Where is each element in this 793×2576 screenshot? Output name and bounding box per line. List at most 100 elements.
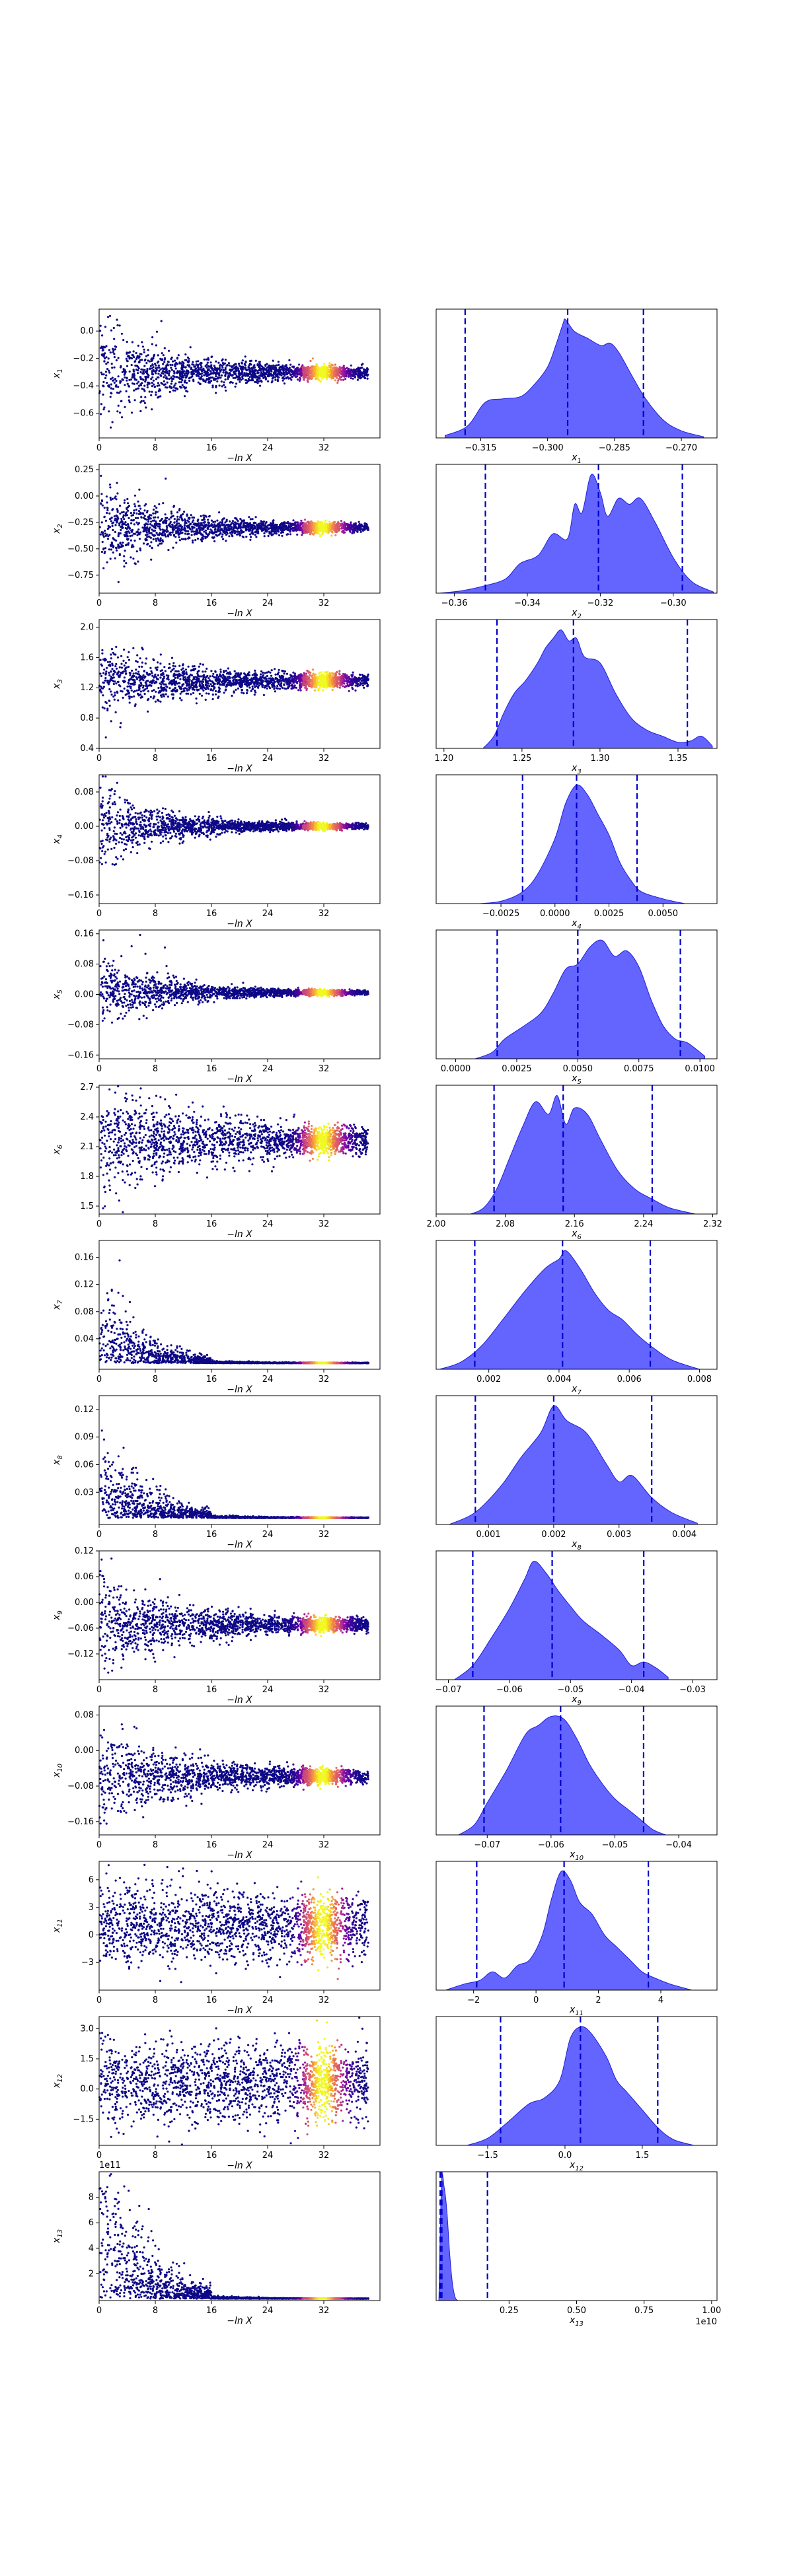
scatter-point (126, 365, 129, 367)
scatter-point (116, 656, 119, 659)
scatter-point (153, 370, 155, 373)
x-tick-label: 8 (153, 598, 158, 608)
scatter-point (214, 524, 217, 527)
scatter-point (172, 515, 174, 517)
scatter-point (191, 526, 194, 528)
scatter-point (134, 517, 137, 520)
scatter-point (239, 380, 241, 383)
scatter-point (359, 367, 362, 369)
scatter-point (162, 693, 165, 696)
scatter-point (114, 348, 116, 351)
scatter-point (157, 396, 159, 399)
scatter-point (158, 503, 161, 506)
scatter-point (176, 376, 179, 378)
scatter-point (124, 376, 126, 379)
scatter-point (174, 665, 176, 668)
scatter-point (205, 532, 208, 534)
x-tick-label: −0.36 (441, 598, 468, 608)
scatter-point (182, 370, 186, 373)
scatter-point (233, 366, 236, 369)
scatter-point (340, 520, 343, 522)
scatter-point (146, 368, 149, 371)
scatter-point (245, 360, 247, 363)
scatter-point (170, 386, 172, 390)
scatter-point (120, 400, 123, 402)
scatter-point (301, 366, 305, 369)
scatter-point (165, 366, 167, 369)
scatter-point (110, 720, 112, 723)
scatter-point (106, 382, 108, 384)
scatter-point (139, 690, 142, 693)
scatter-point (298, 526, 301, 528)
scatter-point (359, 530, 362, 533)
scatter-point (165, 517, 168, 519)
scatter-point (297, 363, 301, 366)
scatter-point (100, 474, 102, 478)
scatter-point (133, 562, 136, 565)
scatter-point (358, 673, 361, 676)
scatter-point (105, 363, 108, 365)
scatter-point (364, 376, 367, 380)
scatter-point (200, 522, 202, 525)
scatter-point (139, 401, 142, 404)
scatter-point (147, 517, 150, 520)
scatter-point (103, 360, 106, 363)
scatter-point (135, 550, 138, 553)
scatter-point (210, 670, 213, 672)
scatter-point (303, 370, 305, 373)
scatter-point (334, 375, 337, 378)
scatter-point (101, 334, 104, 337)
scatter-point (181, 384, 184, 386)
scatter-point (172, 534, 175, 537)
scatter-point (108, 410, 110, 413)
scatter-point (172, 526, 174, 529)
scatter-point (172, 375, 174, 377)
scatter-point (184, 366, 187, 369)
scatter-point (161, 517, 163, 520)
scatter-point (309, 372, 311, 375)
x-tick-label: −0.300 (532, 443, 564, 453)
scatter-point (338, 367, 340, 371)
scatter-point (135, 509, 137, 511)
scatter-point (109, 496, 112, 499)
scatter-point (130, 539, 132, 542)
scatter-point (184, 373, 186, 375)
scatter-point (201, 372, 204, 375)
scatter-point (106, 361, 109, 364)
scatter-point (146, 527, 149, 530)
scatter-point (340, 372, 343, 375)
scatter-point (254, 531, 256, 534)
scatter-point (153, 534, 155, 537)
scatter-point (176, 357, 178, 360)
scatter-point (159, 542, 161, 545)
scatter-point (290, 378, 293, 381)
scatter-point (151, 390, 153, 393)
scatter-point (148, 360, 151, 363)
scatter-point (208, 381, 210, 384)
scatter-point (108, 314, 112, 317)
scatter-point (248, 686, 251, 689)
scatter-point (303, 519, 307, 521)
scatter-point (148, 532, 151, 534)
scatter-point (244, 374, 246, 376)
scatter-point (239, 365, 242, 368)
scatter-point (206, 361, 209, 364)
scatter-point (181, 519, 184, 521)
scatter-point (145, 534, 147, 536)
scatter-point (192, 363, 195, 366)
scatter-point (188, 536, 190, 539)
scatter-point (240, 522, 243, 524)
scatter-point (271, 528, 274, 532)
scatter-point (144, 396, 147, 398)
scatter-point (358, 523, 361, 526)
scatter-point (211, 355, 213, 358)
scatter-point (276, 378, 279, 382)
scatter-point (262, 676, 264, 679)
scatter-point (272, 376, 275, 379)
scatter-point (198, 665, 200, 668)
scatter-point (280, 366, 283, 369)
scatter-point (147, 376, 149, 378)
scatter-point (346, 527, 350, 530)
scatter-point (346, 367, 348, 369)
scatter-point (110, 548, 112, 551)
